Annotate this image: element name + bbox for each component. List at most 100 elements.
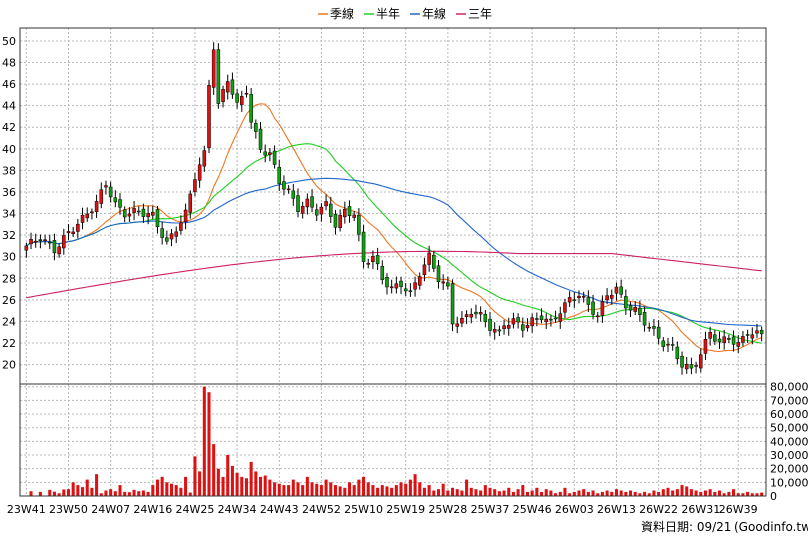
candle-body <box>90 211 94 214</box>
volume-bar <box>216 468 220 496</box>
candle-body <box>516 317 520 323</box>
volume-grid <box>20 386 766 483</box>
volume-bar <box>170 483 174 496</box>
volume-bar <box>329 482 333 496</box>
volume-bar <box>85 479 89 496</box>
volume-bar <box>549 490 553 496</box>
candle-body <box>717 338 722 343</box>
volume-bar <box>633 491 637 496</box>
volume-bar <box>310 482 314 496</box>
candle-body <box>464 314 469 318</box>
volume-bar <box>404 483 408 496</box>
chart-frame <box>19 27 767 497</box>
candle-body <box>80 214 85 223</box>
volume-bar <box>399 482 403 496</box>
candle-body <box>94 201 99 212</box>
candle-body <box>745 334 750 336</box>
candle-body <box>352 214 356 218</box>
volume-bar <box>647 493 651 496</box>
volume-bar <box>90 487 94 496</box>
price-tick-label: 36 <box>2 186 16 199</box>
candle-body <box>258 128 263 150</box>
volume-bar <box>535 487 539 496</box>
volume-bar <box>362 476 366 496</box>
candle-body <box>282 181 286 190</box>
volume-bar <box>151 485 155 496</box>
price-tick-label: 22 <box>2 337 16 350</box>
volume-bar <box>558 491 562 496</box>
week-tick-label: 24W16 <box>133 503 172 516</box>
price-tick-label: 26 <box>2 294 16 307</box>
volume-bar <box>652 490 656 496</box>
volume-bar <box>469 487 473 496</box>
candle-body <box>277 166 282 184</box>
volume-bar <box>305 476 309 496</box>
candle-body <box>572 299 577 301</box>
price-tick-label: 28 <box>2 272 16 285</box>
candle-body <box>460 317 464 324</box>
volume-bar <box>99 493 103 496</box>
candle-body <box>286 188 291 191</box>
volume-bar <box>610 491 614 496</box>
chart-grid <box>20 28 766 496</box>
volume-bar <box>385 486 389 496</box>
volume-bar <box>605 490 609 496</box>
candle-body <box>132 208 136 213</box>
volume-bar <box>277 483 281 496</box>
volume-bar <box>198 471 202 496</box>
candle-body <box>207 85 211 149</box>
volume-bar <box>146 491 150 496</box>
week-tick-label: 24W34 <box>218 503 257 516</box>
volume-bar <box>352 485 356 496</box>
volume-bar <box>493 489 497 496</box>
volume-bar <box>614 489 618 496</box>
candle-body <box>708 332 712 339</box>
volume-bar <box>540 491 544 496</box>
volume-bar <box>722 493 726 496</box>
volume-bar <box>118 485 122 496</box>
volume-bar <box>165 482 169 496</box>
candle-body <box>652 326 656 329</box>
legend-label-3: 三年 <box>468 7 492 21</box>
volume-bar <box>137 491 141 496</box>
volume-bar <box>582 489 586 496</box>
candle-body <box>488 318 492 331</box>
volume-bar <box>591 490 595 496</box>
candle-body <box>535 318 539 320</box>
volume-tick-label: 20,000 <box>770 463 808 476</box>
candle-body <box>310 196 314 208</box>
volume-bar <box>155 479 160 496</box>
volume-bar <box>446 490 450 496</box>
volume-bar <box>249 461 253 496</box>
candle-body <box>118 199 122 208</box>
volume-bar <box>81 487 85 496</box>
volume-bar <box>174 485 178 496</box>
volume-bar <box>315 483 319 496</box>
candle-body <box>478 312 483 315</box>
candle-body <box>380 266 385 280</box>
candle-body <box>141 208 146 217</box>
week-tick-label: 25W19 <box>386 503 425 516</box>
candle-body <box>567 297 572 303</box>
week-tick-label: 25W37 <box>471 503 510 516</box>
price-tick-label: 42 <box>2 121 16 134</box>
volume-bar <box>212 444 216 496</box>
volume-bar <box>287 485 291 496</box>
candle-body <box>759 329 764 335</box>
candle-body <box>506 325 511 329</box>
volume-bar <box>57 493 61 496</box>
candle-body <box>539 315 544 321</box>
volume-bar <box>488 487 492 496</box>
candle-body <box>727 338 731 340</box>
candle-body <box>361 231 366 262</box>
volume-bar <box>666 487 670 496</box>
candle-body <box>230 79 235 95</box>
candle-body <box>211 49 216 88</box>
volume-bar <box>240 476 244 496</box>
candle-body <box>558 313 563 322</box>
candle-body <box>713 334 717 342</box>
volume-bar <box>596 493 600 496</box>
candle-body <box>375 255 380 265</box>
volume-bar <box>226 455 230 496</box>
